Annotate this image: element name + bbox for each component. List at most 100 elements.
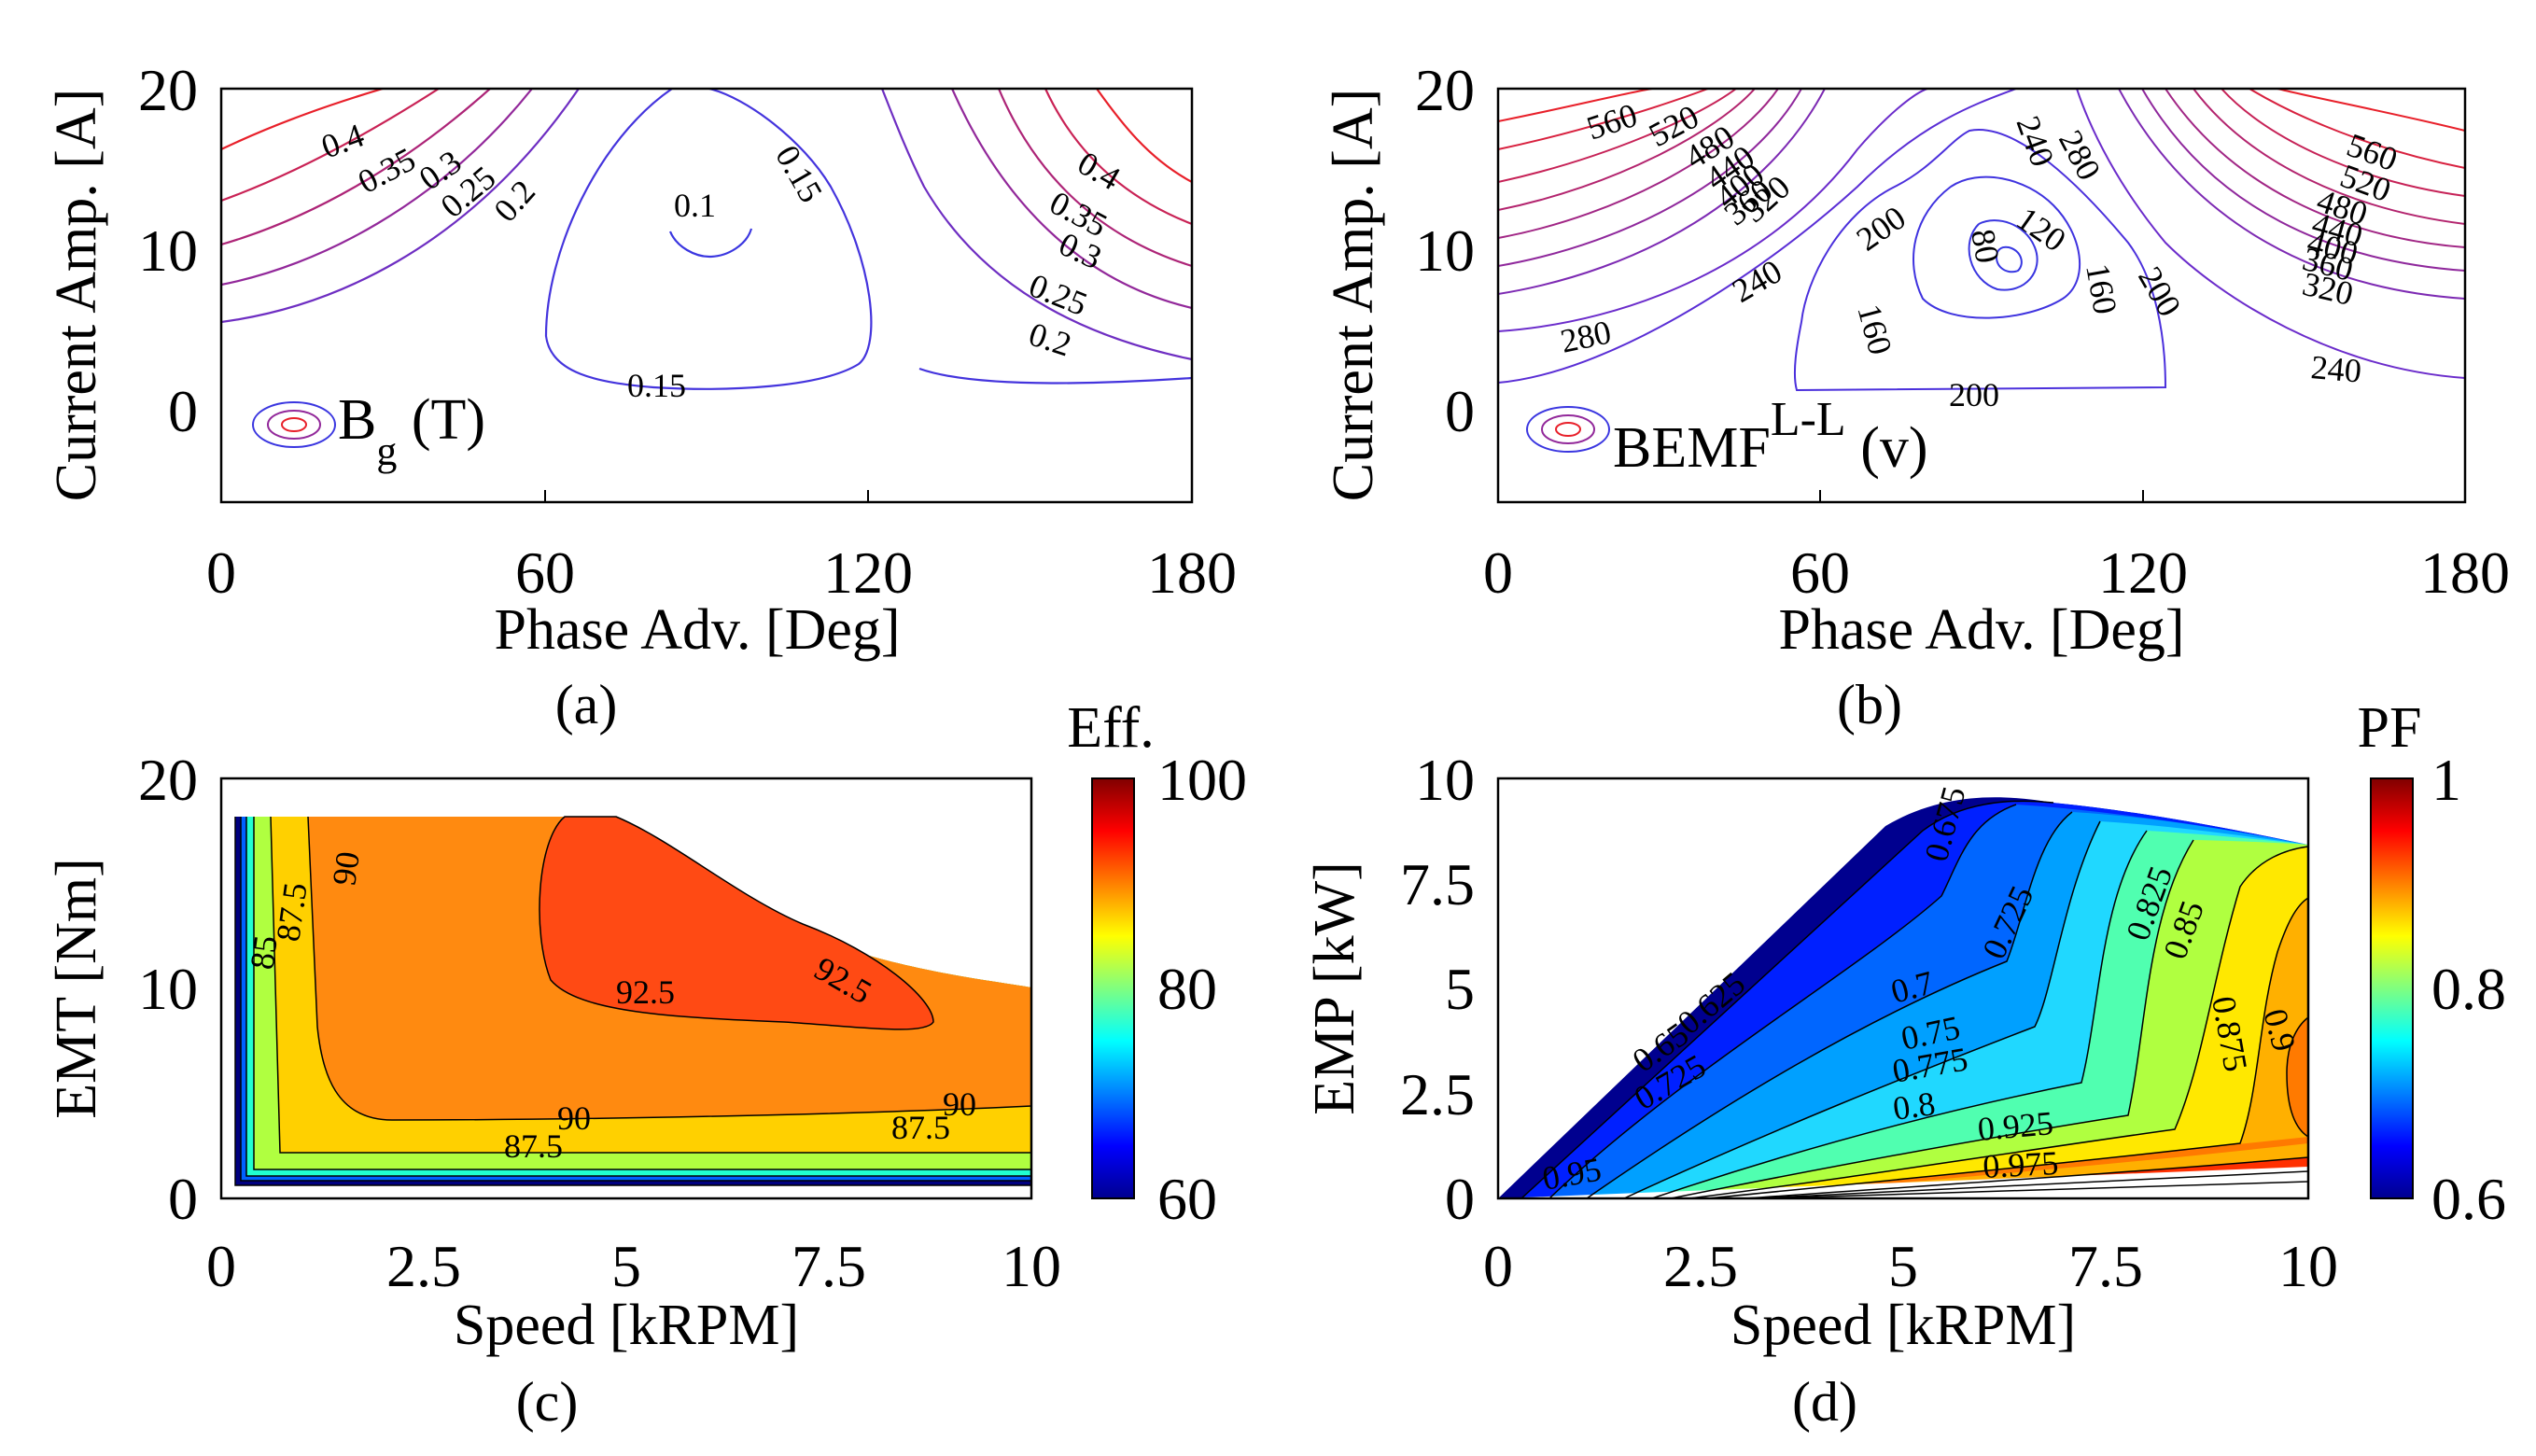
- legend-label: Bg (T): [338, 388, 485, 474]
- region-c-92.5: [539, 816, 934, 1030]
- contour-a-0.3-left: [221, 89, 491, 246]
- y-axis-label: EMP [kW]: [1303, 861, 1366, 1115]
- colorbar-title: PF: [2358, 696, 2422, 760]
- contour-a-0.25-right: [950, 89, 1192, 310]
- contour-label: 120: [2010, 200, 2072, 259]
- contour-a-0.2-left: [221, 89, 580, 324]
- colorbar-tick-label: 0.6: [2431, 1166, 2506, 1232]
- legend-contour-icon: [1526, 406, 1610, 453]
- axes-frame-d: [1496, 777, 2310, 1200]
- contour-label: 0.15: [627, 367, 686, 404]
- y-axis-label: Current Amp. [A]: [45, 89, 108, 502]
- colorbar-c: [1091, 777, 1135, 1199]
- contour-label: 0.925: [1976, 1104, 2054, 1148]
- x-axis-label: Phase Adv. [Deg]: [494, 598, 900, 662]
- contour-label: 200: [1949, 376, 1999, 413]
- contour-label: 90: [325, 849, 367, 888]
- y-tick-label: 0: [168, 378, 198, 444]
- contour-a-0.15-right: [918, 367, 1192, 385]
- caption-a: (a): [555, 674, 618, 735]
- contour-label: 0.2: [1025, 315, 1076, 364]
- contour-label: 90: [557, 1099, 591, 1137]
- region-d-0.825: [1671, 840, 2308, 1198]
- contour-label: 560: [1582, 96, 1642, 147]
- colorbar-title: Eff.: [1067, 696, 1155, 760]
- contour-label: 87.5: [504, 1127, 563, 1165]
- y-tick-label: 0: [168, 1166, 198, 1232]
- y-tick-label: 10: [138, 217, 198, 284]
- caption-b: (b): [1837, 674, 1902, 735]
- y-tick-label: 20: [138, 747, 198, 813]
- legend-label: BEMFL-L (v): [1613, 393, 1927, 480]
- region-d-0.90: [1727, 1017, 2308, 1198]
- x-tick-label: 180: [1147, 539, 1237, 606]
- x-tick-label: 180: [2420, 539, 2510, 606]
- contour-label: 85: [243, 933, 285, 972]
- contour-label: 90: [943, 1085, 976, 1123]
- x-axis-label: Speed [kRPM]: [454, 1294, 799, 1357]
- x-ticks-b: [1497, 490, 2466, 502]
- x-tick-label: 5: [1888, 1233, 1918, 1299]
- x-tick-label: 60: [1790, 539, 1850, 606]
- panel-d-filled-contours: [1498, 778, 2308, 1198]
- y-tick-label: 2.5: [1400, 1061, 1475, 1127]
- x-tick-label: 10: [2278, 1233, 2338, 1299]
- x-axis-label: Speed [kRPM]: [1730, 1294, 2076, 1357]
- contour-a-0.35-left: [221, 89, 440, 203]
- axes-frame-c: [219, 777, 1033, 1200]
- x-tick-label: 2.5: [1663, 1233, 1738, 1299]
- caption-d: (d): [1792, 1371, 1857, 1433]
- legend-contour-icon: [252, 401, 336, 448]
- panel-c: 92.5 92.5 90 87.5 85 90 90 87.5 87.5 0 2…: [45, 696, 1247, 1433]
- y-tick-label: 5: [1445, 956, 1475, 1022]
- x-tick-label: 7.5: [2068, 1233, 2143, 1299]
- y-tick-label: 10: [1415, 217, 1475, 284]
- contour-label: 0.15: [768, 139, 830, 209]
- y-axis-label: Current Amp. [A]: [1322, 89, 1385, 502]
- x-tick-label: 0: [1483, 1233, 1513, 1299]
- panel-b: 560 520 480 440 400 360 320 280 240 200 …: [1322, 57, 2510, 735]
- contour-label: 0.4: [316, 117, 369, 166]
- contour-a-0.4-left: [221, 89, 384, 150]
- y-tick-label: 7.5: [1400, 851, 1475, 917]
- contour-label: 0.25: [1024, 266, 1092, 323]
- contour-label: 280: [2052, 124, 2109, 186]
- contour-label: 87.5: [891, 1109, 950, 1146]
- panel-a-contours: [221, 89, 1192, 390]
- y-tick-label: 20: [138, 57, 198, 123]
- contour-label: 87.5: [269, 880, 314, 944]
- contour-label: 240: [2309, 348, 2362, 390]
- y-tick-label: 10: [138, 956, 198, 1022]
- y-tick-label: 0: [1445, 1166, 1475, 1232]
- contour-a-0.3-right: [997, 89, 1192, 268]
- x-tick-label: 120: [823, 539, 913, 606]
- y-tick-label: 0: [1445, 378, 1475, 444]
- x-axis-label: Phase Adv. [Deg]: [1778, 598, 2184, 662]
- x-tick-label: 0: [206, 539, 236, 606]
- axes-frame-a: [219, 87, 1194, 504]
- x-tick-label: 60: [515, 539, 575, 606]
- axes-frame-b: [1496, 87, 2467, 504]
- x-tick-label: 2.5: [386, 1233, 461, 1299]
- colorbar-tick-label: 100: [1157, 747, 1247, 813]
- colorbar-tick-label: 1: [2431, 747, 2461, 813]
- x-tick-label: 7.5: [792, 1233, 866, 1299]
- contour-label: 0.1: [674, 187, 716, 224]
- panel-a: 0.4 0.35 0.3 0.25 0.2 0.1 0.15 0.15 0.4 …: [45, 57, 1237, 735]
- contour-a-0.25-left: [221, 89, 533, 287]
- panel-d: 0.675 0.625 0.65 0.725 0.7 0.725 0.75 0.…: [1303, 696, 2506, 1433]
- x-tick-label: 5: [611, 1233, 641, 1299]
- colorbar-d: [2370, 777, 2414, 1199]
- contour-label: 80: [1964, 226, 2007, 265]
- contour-a-0.15-center: [544, 89, 873, 390]
- contour-label: 240: [1726, 252, 1788, 310]
- outside-region-d-low: [1498, 1167, 2308, 1198]
- contour-label: 0.975: [1982, 1144, 2059, 1185]
- y-axis-label: EMT [Nm]: [45, 858, 108, 1119]
- x-ticks-a: [220, 490, 1193, 502]
- panel-c-filled-contours: [234, 816, 1031, 1186]
- y-tick-label: 10: [1415, 747, 1475, 813]
- x-tick-label: 10: [1002, 1233, 1061, 1299]
- x-tick-label: 0: [206, 1233, 236, 1299]
